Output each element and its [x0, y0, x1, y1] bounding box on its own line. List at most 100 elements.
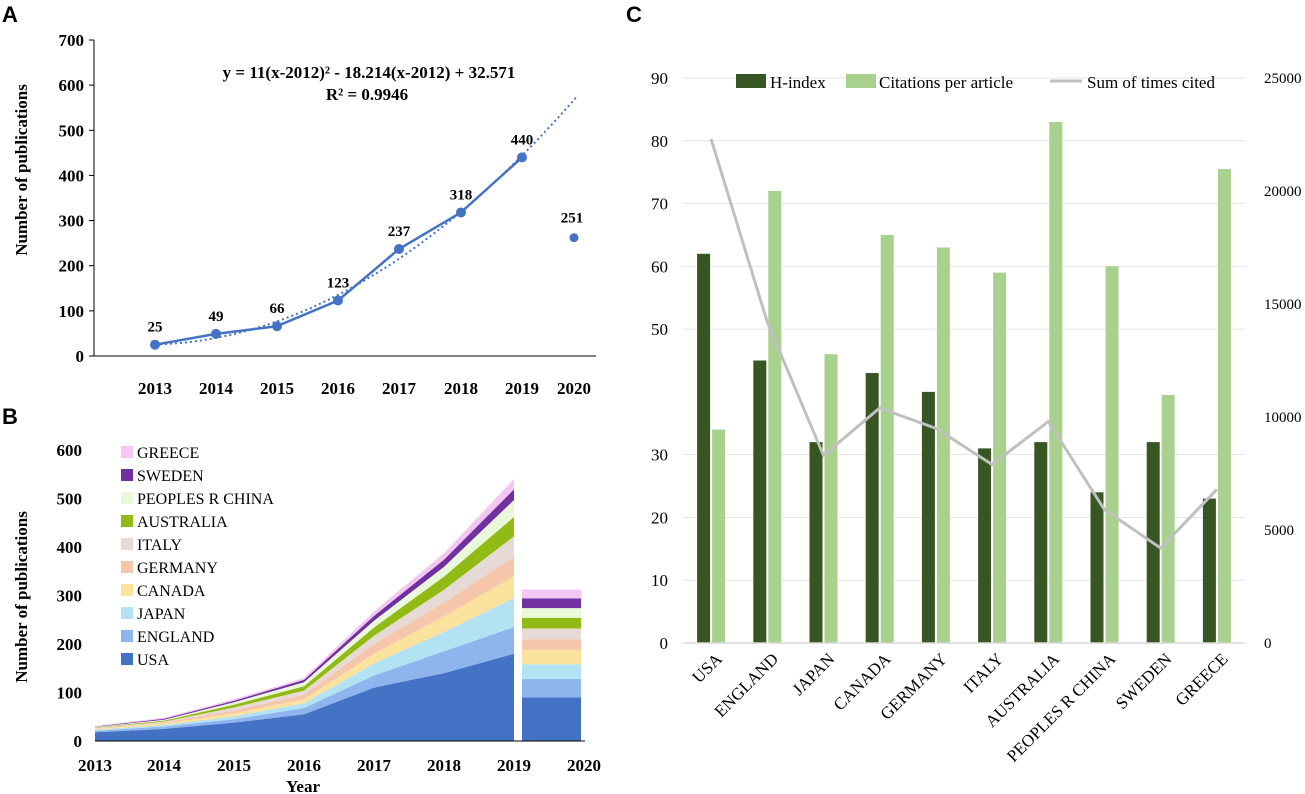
panel-b-2020-segment-peoples-r-china: [522, 608, 581, 618]
panel-b-chart: Number of publications Year 0 100 200 300 40…: [12, 441, 601, 794]
panel-b-xlabel: Year: [286, 777, 320, 794]
panel-c-ytick-label: 60: [651, 257, 668, 276]
panel-a-data-label: 318: [450, 187, 473, 203]
panel-c-ytick-label: 30: [651, 446, 668, 465]
panel-c-bar-hindex: [697, 253, 711, 643]
panel-a-data-point: [517, 152, 527, 163]
panel-b-area-canada: [95, 576, 514, 730]
panel-a-xtick-label: 2013: [138, 379, 172, 398]
panel-a-data-label: 123: [327, 275, 350, 291]
panel-b-legend-swatch: [121, 561, 133, 573]
panel-a-data-point-2020: [569, 233, 579, 243]
panel-b-ytick-label: 300: [57, 587, 83, 606]
panel-a-ytick-label: 100: [59, 302, 85, 321]
panel-c-legend-swatch-citations: [846, 74, 876, 88]
panel-a-ytick-label: 700: [59, 31, 85, 50]
panel-b-legend-label: AUSTRALIA: [137, 514, 228, 531]
panel-c-y2tick-label: 0: [1264, 636, 1272, 652]
panel-a-ytick-label: 300: [59, 212, 85, 231]
panel-c-bar-hindex: [978, 448, 992, 643]
panel-b-2020-segment-australia: [522, 617, 581, 629]
panel-c-legend-label: Citations per article: [879, 73, 1013, 92]
panel-a-trend-equation: y = 11(x-2012)² - 18.214(x-2012) + 32.57…: [223, 63, 516, 82]
panel-a-data-point: [394, 244, 404, 255]
panel-b-ytick-label: 0: [74, 732, 83, 751]
panel-b-legend-label: CANADA: [137, 583, 206, 600]
panel-b-legend-label: ITALY: [137, 537, 183, 554]
panel-b-legend-label: GREECE: [137, 445, 199, 462]
panel-b-ylabel: Number of publications: [12, 511, 31, 683]
panel-c-chart: 0 10 20 30 50 60 70 80 90 0 5000 10000 15000 20000 250…: [651, 69, 1302, 766]
panel-c-bar-citations: [1049, 121, 1063, 643]
panel-label-c: C: [626, 2, 642, 27]
panel-a-data-label: 25: [148, 320, 163, 336]
panel-c-legend-label: H-index: [770, 73, 826, 92]
panel-a-data-label: 237: [388, 224, 411, 240]
panel-c-bar-citations: [712, 429, 726, 643]
panel-label-b: B: [2, 404, 18, 429]
panel-b-area-england: [95, 627, 514, 733]
panel-c-ytick-label: 10: [651, 571, 668, 590]
panel-c-bar-citations: [1161, 395, 1175, 643]
panel-c-bar-citations: [824, 354, 838, 643]
panel-c-y2tick-label: 10000: [1264, 410, 1302, 426]
panel-c-bar-hindex: [753, 360, 767, 643]
panel-b-legend-label: USA: [137, 652, 169, 669]
panel-c-bar-citations: [1217, 169, 1231, 643]
panel-b-2020-segment-germany: [522, 639, 581, 650]
panel-a-xtick-label: 2019: [505, 379, 539, 398]
panel-label-a: A: [2, 2, 18, 27]
panel-a-ylabel: Number of publications: [12, 84, 31, 256]
panel-b-legend-label: ENGLAND: [137, 629, 214, 646]
panel-b-legend-swatch: [121, 515, 133, 527]
panel-a-xtick-label: 2014: [199, 379, 234, 398]
panel-c-bar-hindex: [865, 373, 879, 643]
panel-c-ytick-label: 90: [651, 69, 668, 88]
panel-c-bar-citations: [880, 234, 894, 643]
panel-a-data-point: [150, 339, 160, 350]
panel-c-category-label: GREECE: [1172, 649, 1232, 709]
panel-c-bar-hindex: [809, 442, 823, 643]
panel-c-bar-hindex: [1034, 442, 1048, 643]
panel-a-data-label: 66: [270, 301, 286, 317]
panel-b-legend-label: PEOPLES R CHINA: [137, 491, 274, 508]
panel-a-r-squared: R² = 0.9946: [326, 85, 408, 104]
panel-c-y2tick-label: 15000: [1264, 297, 1302, 313]
panel-a-data-label-2020: 251: [561, 211, 584, 227]
panel-c-y2tick-label: 5000: [1264, 523, 1294, 539]
panel-c-ytick-label: 50: [651, 320, 668, 339]
panel-b-xtick-label: 2015: [217, 756, 251, 775]
panel-c-bar-hindex: [921, 391, 935, 643]
panel-b-xtick-label: 2013: [78, 756, 112, 775]
panel-a-data-point: [211, 328, 221, 339]
panel-a-data-label: 440: [511, 132, 534, 148]
panel-a-ytick-label: 400: [59, 166, 85, 185]
panel-b-xtick-label: 2020: [567, 756, 601, 775]
panel-b-legend-swatch: [121, 538, 133, 550]
panel-b-legend-swatch: [121, 653, 133, 665]
panel-a-xtick-label: 2018: [444, 379, 478, 398]
panel-c-y2tick-label: 20000: [1264, 184, 1302, 200]
panel-c-legend-label: Sum of times cited: [1087, 73, 1215, 92]
panel-b-legend-label: JAPAN: [137, 606, 186, 623]
panel-a-data-point: [333, 295, 343, 306]
panel-a-data-label: 49: [209, 309, 224, 325]
panel-a-ytick-label: 0: [76, 347, 85, 366]
panel-c-ytick-label: 20: [651, 508, 668, 527]
panel-c-bar-citations: [936, 247, 950, 643]
panel-b-area-usa: [95, 653, 514, 741]
panel-b-2020-segment-greece: [522, 589, 581, 599]
panel-b-2020-segment-canada: [522, 649, 581, 665]
panel-a-data-point: [456, 207, 466, 218]
panel-b-legend-label: GERMANY: [137, 560, 218, 577]
panel-a-data-point: [272, 321, 282, 332]
panel-a-ytick-label: 200: [59, 257, 85, 276]
panel-a-xtick-label: 2017: [382, 379, 417, 398]
panel-a-xtick-label: 2020: [557, 379, 591, 398]
panel-b-ytick-label: 200: [57, 635, 83, 654]
panel-b-2020-segment-england: [522, 678, 581, 698]
panel-c-ytick-label: 70: [651, 195, 668, 214]
panel-b-xtick-label: 2014: [147, 756, 182, 775]
panel-b-2020-segment-usa: [522, 697, 581, 741]
